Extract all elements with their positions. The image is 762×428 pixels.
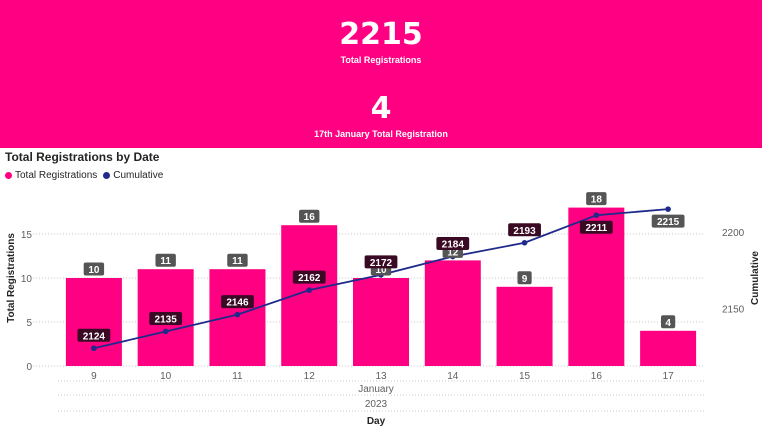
bar (209, 269, 266, 366)
cumulative-data-label: 2135 (155, 314, 178, 325)
cumulative-data-label: 2193 (513, 226, 536, 237)
cumulative-point (665, 206, 671, 212)
day-registrations-value: 4 (370, 91, 392, 126)
chart-legend: Total Registrations Cumulative (5, 170, 169, 181)
y-left-tick-label: 10 (21, 274, 33, 285)
cumulative-data-label-bg (651, 214, 685, 228)
bar (65, 278, 122, 366)
cumulative-point (521, 239, 528, 246)
bar (281, 225, 338, 366)
x-tick-label: 13 (375, 371, 387, 382)
y-left-tick-label: 5 (26, 318, 32, 329)
x-tick-label: 17 (663, 371, 675, 382)
cumulative-data-label-bg (292, 270, 326, 284)
cumulative-data-label-bg (508, 223, 541, 237)
cumulative-data-label: 2124 (83, 331, 106, 342)
bar (640, 330, 697, 366)
x-tick-label: 16 (591, 371, 603, 382)
legend-label-total: Total Registrations (15, 170, 98, 181)
bar-data-label-bg (83, 262, 105, 276)
y-right-tick-label: 2200 (722, 228, 745, 239)
kpi-panel: 2215 Total Registrations 4 17th January … (0, 0, 762, 148)
legend-marker-total (5, 172, 12, 179)
cumulative-point (234, 311, 241, 318)
cumulative-point (306, 287, 313, 293)
y-left-tick-label: 0 (26, 362, 32, 373)
bar-data-label: 16 (304, 212, 316, 223)
cumulative-point (91, 345, 97, 352)
bar-data-label-bg (299, 209, 320, 223)
bar-data-label-bg (661, 315, 676, 329)
chart-title: Total Registrations by Date (5, 150, 160, 164)
x-axis-title: Day (367, 416, 386, 427)
cumulative-data-label: 2146 (226, 298, 249, 309)
x-group-label-year: 2023 (365, 399, 388, 410)
bar-data-label-bg (517, 271, 532, 285)
x-tick-label: 10 (160, 371, 172, 382)
cumulative-data-label-bg (149, 311, 183, 325)
bar (424, 260, 481, 366)
legend-item-total[interactable]: Total Registrations (5, 170, 97, 181)
bar-data-label: 11 (232, 256, 243, 267)
cumulative-data-label: 2184 (442, 240, 465, 251)
y-left-tick-label: 15 (21, 230, 33, 241)
y-right-axis-title: Cumulative (750, 251, 761, 305)
x-group-label-month: January (358, 384, 394, 395)
cumulative-data-label-bg (221, 295, 254, 309)
legend-marker-cumulative (103, 172, 111, 179)
bar-data-label-bg (227, 253, 248, 267)
legend-item-cumulative[interactable]: Cumulative (103, 170, 163, 181)
x-tick-label: 9 (91, 371, 97, 382)
cumulative-data-label: 2211 (585, 223, 607, 234)
bar-data-label-bg (586, 192, 607, 206)
bar-data-label: 9 (522, 274, 528, 285)
x-tick-label: 15 (519, 371, 531, 382)
day-registrations-label: 17th January Total Registration (314, 129, 448, 139)
cumulative-data-label: 2162 (298, 273, 321, 284)
y-right-tick-label: 2150 (722, 305, 745, 316)
cumulative-data-label: 2172 (370, 258, 393, 269)
bar-data-label-bg (155, 253, 176, 267)
bar (353, 278, 409, 366)
x-tick-label: 11 (232, 371, 243, 382)
bar (496, 286, 553, 366)
cumulative-point (593, 212, 600, 219)
bar-data-label: 10 (88, 265, 100, 276)
total-registrations-value: 2215 (339, 17, 423, 52)
bar-data-label: 18 (591, 195, 603, 206)
cumulative-data-label-bg (364, 255, 398, 269)
cumulative-data-label-bg (77, 328, 111, 342)
bar-data-label: 11 (160, 256, 171, 267)
bar-data-label: 10 (375, 265, 387, 276)
bar-data-label: 12 (447, 247, 459, 258)
x-tick-label: 14 (447, 371, 459, 382)
cumulative-point (162, 328, 169, 335)
cumulative-data-label-bg (579, 220, 613, 234)
bar-data-label: 4 (665, 318, 671, 329)
legend-label-cumulative: Cumulative (113, 170, 164, 181)
total-registrations-label: Total Registrations (340, 55, 422, 65)
y-left-axis-title: Total Registrations (6, 233, 17, 323)
cumulative-data-label: 2215 (657, 217, 680, 228)
bar (568, 207, 625, 366)
cumulative-data-label-bg (436, 237, 470, 251)
x-tick-label: 12 (304, 371, 316, 382)
